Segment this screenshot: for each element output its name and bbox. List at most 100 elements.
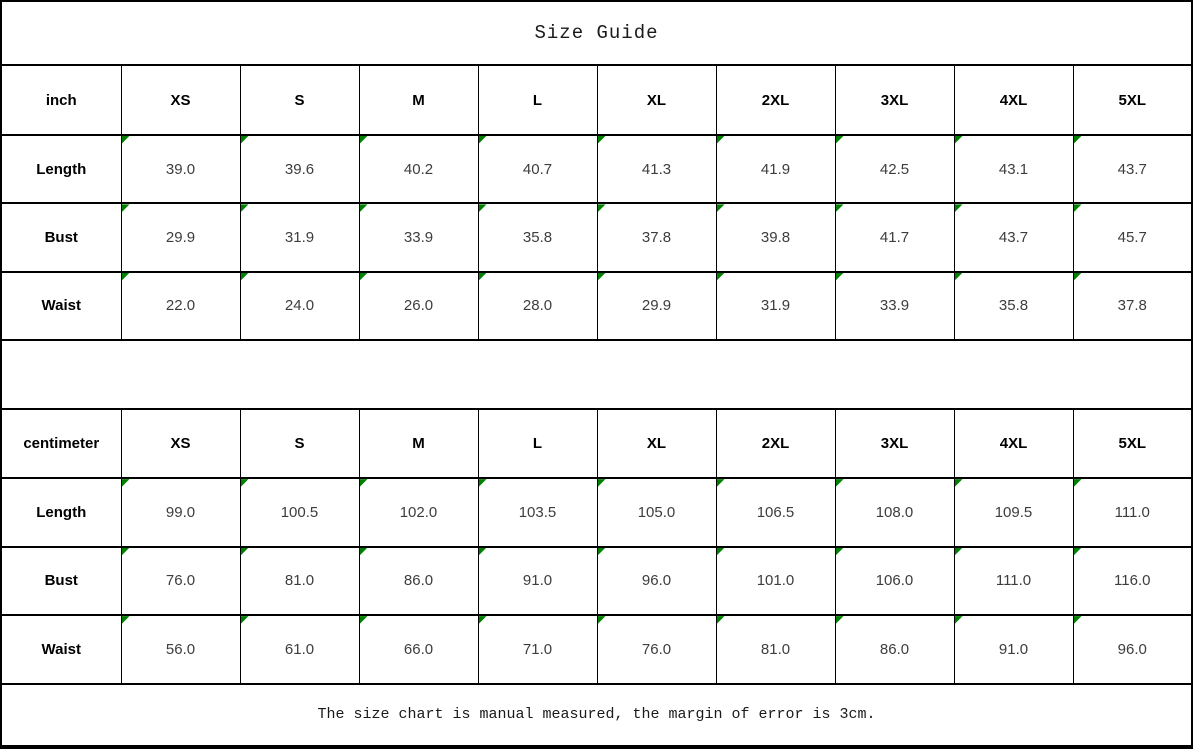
value-cell: 76.0 — [120, 545, 241, 617]
cell-corner-marker-icon — [1074, 205, 1082, 213]
cell-corner-marker-icon — [955, 480, 963, 488]
size-value: 39.8 — [760, 229, 791, 247]
size-value: 81.0 — [760, 640, 791, 658]
size-value: 35.8 — [998, 297, 1029, 315]
cell-corner-marker-icon — [598, 205, 606, 213]
value-cell: 81.0 — [715, 614, 836, 685]
size-value: 31.9 — [760, 297, 791, 315]
size-value: 33.9 — [879, 297, 910, 315]
spacer-cell — [0, 339, 1193, 410]
size-value: 28.0 — [522, 297, 553, 315]
size-value: 106.0 — [875, 572, 914, 590]
size-value: 43.7 — [998, 229, 1029, 247]
value-cell: 37.8 — [1072, 270, 1193, 342]
cell-corner-marker-icon — [479, 480, 487, 488]
cell-corner-marker-icon — [598, 273, 606, 281]
size-value: 96.0 — [641, 572, 672, 590]
inch-waist-row: Waist 22.0 24.0 26.0 28.0 29.9 31.9 33.9… — [0, 270, 1193, 342]
size-header: 4XL — [953, 64, 1074, 136]
cell-corner-marker-icon — [241, 136, 249, 144]
size-header: 5XL — [1072, 407, 1193, 480]
value-cell: 103.5 — [477, 477, 598, 548]
size-value: 31.9 — [284, 229, 315, 247]
value-cell: 56.0 — [120, 614, 241, 685]
spacer-row — [0, 339, 1193, 410]
value-cell: 91.0 — [953, 614, 1074, 685]
value-cell: 108.0 — [834, 477, 955, 548]
value-cell: 96.0 — [1072, 614, 1193, 685]
cell-corner-marker-icon — [1074, 548, 1082, 556]
size-value: 43.1 — [998, 160, 1029, 178]
size-value: 39.0 — [165, 160, 196, 178]
size-value: 106.5 — [756, 503, 795, 521]
value-cell: 116.0 — [1072, 545, 1193, 617]
cell-corner-marker-icon — [836, 273, 844, 281]
size-value: 56.0 — [165, 640, 196, 658]
value-cell: 71.0 — [477, 614, 598, 685]
centimeter-waist-row: Waist 56.0 61.0 66.0 71.0 76.0 81.0 86.0… — [0, 614, 1193, 685]
cell-corner-marker-icon — [598, 480, 606, 488]
value-cell: 91.0 — [477, 545, 598, 617]
row-label: Waist — [0, 614, 122, 685]
cell-corner-marker-icon — [241, 617, 249, 625]
size-value: 86.0 — [879, 640, 910, 658]
cell-corner-marker-icon — [122, 205, 130, 213]
unit-label-centimeter: centimeter — [0, 407, 122, 480]
size-value: 100.5 — [280, 503, 319, 521]
size-value: 111.0 — [995, 572, 1032, 590]
value-cell: 40.7 — [477, 133, 598, 205]
cell-corner-marker-icon — [360, 548, 368, 556]
value-cell: 31.9 — [239, 202, 360, 273]
size-header: 5XL — [1072, 64, 1193, 136]
value-cell: 40.2 — [358, 133, 479, 205]
value-cell: 37.8 — [596, 202, 717, 273]
cell-corner-marker-icon — [122, 480, 130, 488]
size-value: 116.0 — [1114, 572, 1151, 590]
value-cell: 76.0 — [596, 614, 717, 685]
centimeter-header-row: centimeter XS S M L XL 2XL 3XL 4XL 5XL — [0, 407, 1193, 480]
value-cell: 39.0 — [120, 133, 241, 205]
cell-corner-marker-icon — [955, 548, 963, 556]
cell-corner-marker-icon — [717, 205, 725, 213]
cell-corner-marker-icon — [1074, 480, 1082, 488]
cell-corner-marker-icon — [241, 273, 249, 281]
value-cell: 43.1 — [953, 133, 1074, 205]
size-value: 76.0 — [641, 640, 672, 658]
size-value: 40.2 — [403, 160, 434, 178]
row-label: Bust — [0, 202, 122, 273]
size-header: XL — [596, 407, 717, 480]
cell-corner-marker-icon — [360, 617, 368, 625]
cell-corner-marker-icon — [1074, 136, 1082, 144]
cell-corner-marker-icon — [360, 136, 368, 144]
value-cell: 41.7 — [834, 202, 955, 273]
cell-corner-marker-icon — [955, 617, 963, 625]
size-value: 37.8 — [641, 229, 672, 247]
cell-corner-marker-icon — [1074, 273, 1082, 281]
value-cell: 86.0 — [834, 614, 955, 685]
size-value: 108.0 — [875, 503, 914, 521]
size-header: 4XL — [953, 407, 1074, 480]
size-value: 35.8 — [522, 229, 553, 247]
size-header: 3XL — [834, 407, 955, 480]
footer-row: The size chart is manual measured, the m… — [0, 682, 1193, 749]
size-header: M — [358, 64, 479, 136]
value-cell: 33.9 — [358, 202, 479, 273]
value-cell: 111.0 — [1072, 477, 1193, 548]
cell-corner-marker-icon — [598, 136, 606, 144]
size-header: 2XL — [715, 407, 836, 480]
size-value: 61.0 — [284, 640, 315, 658]
cell-corner-marker-icon — [122, 273, 130, 281]
size-value: 109.5 — [994, 503, 1033, 521]
value-cell: 29.9 — [596, 270, 717, 342]
value-cell: 28.0 — [477, 270, 598, 342]
cell-corner-marker-icon — [836, 205, 844, 213]
cell-corner-marker-icon — [360, 480, 368, 488]
size-value: 91.0 — [998, 640, 1029, 658]
value-cell: 43.7 — [953, 202, 1074, 273]
cell-corner-marker-icon — [717, 273, 725, 281]
value-cell: 24.0 — [239, 270, 360, 342]
cell-corner-marker-icon — [598, 548, 606, 556]
inch-header-row: inch XS S M L XL 2XL 3XL 4XL 5XL — [0, 64, 1193, 136]
size-header: L — [477, 407, 598, 480]
